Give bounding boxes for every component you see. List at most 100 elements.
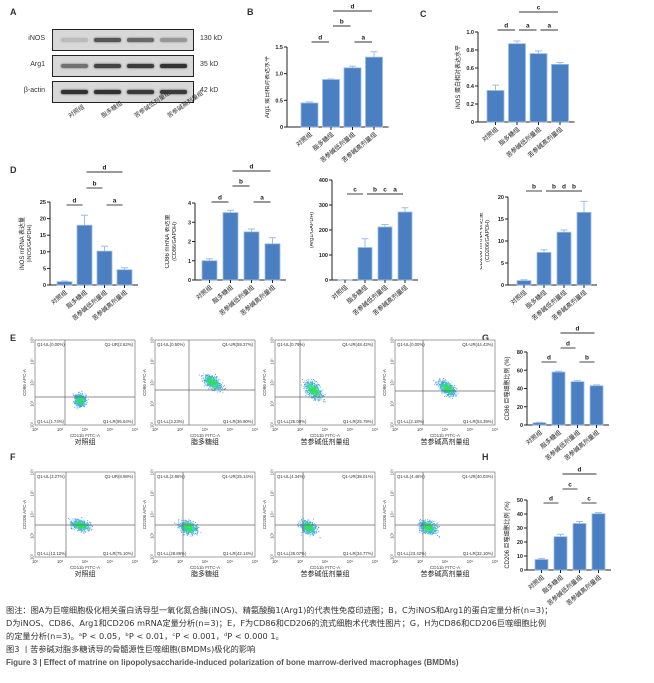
flow-event [305,527,306,529]
panel-label-g: G [482,333,490,343]
flow-event [188,519,190,521]
flow-event [73,526,75,528]
flow-event [80,397,82,399]
flow-event [308,521,310,523]
flow-plot-title: 对照组 [74,438,96,446]
flow-event [211,380,213,382]
flow-event [443,380,445,382]
flow-event [188,526,190,528]
flow-event [205,375,207,377]
flow-event [313,528,315,530]
flow-event [440,384,442,386]
flow-event [309,521,311,523]
blot-row-1 [52,29,194,51]
flow-event [323,395,325,397]
flow-event [311,381,313,383]
flow-event [305,385,307,387]
flow-plot-title: 苦参碱低剂量组 [300,438,350,446]
flow-event [188,532,190,534]
flow-event [216,381,218,383]
flow-event [76,526,77,528]
flow-event [455,390,456,392]
blot-band [127,90,154,94]
flow-event [85,526,87,528]
flow-event [318,394,320,396]
flow-event [204,374,206,376]
flow-event [77,393,79,395]
flow-event [449,383,451,385]
flow-x-tick: 10⁴ [442,427,449,432]
flow-event [193,524,195,526]
flow-event [442,383,444,385]
flow-event [207,378,209,380]
flow-event [193,525,195,527]
flow-event [75,398,77,400]
flow-event [75,398,77,400]
flow-event [455,391,456,393]
flow-event [206,379,208,380]
flow-event [312,387,314,389]
flow-event [78,404,80,406]
flow-event [79,520,81,522]
flow-x-axis-label: CD11b FITC-A [430,433,461,438]
flow-event [312,391,314,393]
flow-event [311,382,313,384]
flow-event [192,521,194,523]
flow-event [308,392,310,394]
flow-event [214,381,216,383]
flow-event [81,516,83,518]
flow-event [304,522,306,524]
significance-label: c [587,496,591,503]
flow-event [175,523,177,525]
flow-event [439,384,441,386]
flow-event [86,525,88,526]
flow-event [319,384,321,386]
flow-event [83,529,85,531]
flow-event [440,387,442,389]
flow-event [442,381,444,383]
flow-event [301,519,303,520]
flow-event [213,381,215,383]
flow-event [205,378,207,380]
flow-event [312,532,314,534]
flow-event [81,393,83,395]
flow-event [186,526,188,528]
flow-event [307,522,309,524]
flow-event [81,391,83,392]
flow-event [322,392,324,394]
flow-event [308,531,309,533]
flow-event [448,392,450,394]
flow-event [74,401,76,403]
flow-event [77,402,79,403]
bar [589,385,604,426]
significance-label: c [353,187,357,194]
flow-event [206,377,208,379]
significance-label: d [218,195,222,202]
flow-event [88,525,90,526]
flow-event [210,382,211,384]
flow-event [315,398,317,400]
flow-event [77,395,79,397]
flow-event [307,528,309,530]
flow-event [189,522,191,523]
flow-event [84,520,86,522]
flow-event [81,529,83,531]
flow-event [184,529,186,531]
flow-event [313,395,315,397]
quadrant-ll-label: Q1-LL(28.86%) [157,551,187,556]
flow-event [178,525,180,526]
flow-event [72,395,74,396]
flow-event [79,397,81,399]
flow-event [211,376,213,378]
flow-event [78,520,80,522]
flow-event [194,528,196,530]
flow-event [196,526,198,528]
flow-event [311,379,313,381]
flow-event [219,384,221,386]
flow-event [193,528,195,530]
flow-event [73,401,75,403]
flow-event [217,386,219,388]
significance-label: d [549,496,553,503]
flow-event [71,527,72,529]
flow-event [189,520,191,522]
